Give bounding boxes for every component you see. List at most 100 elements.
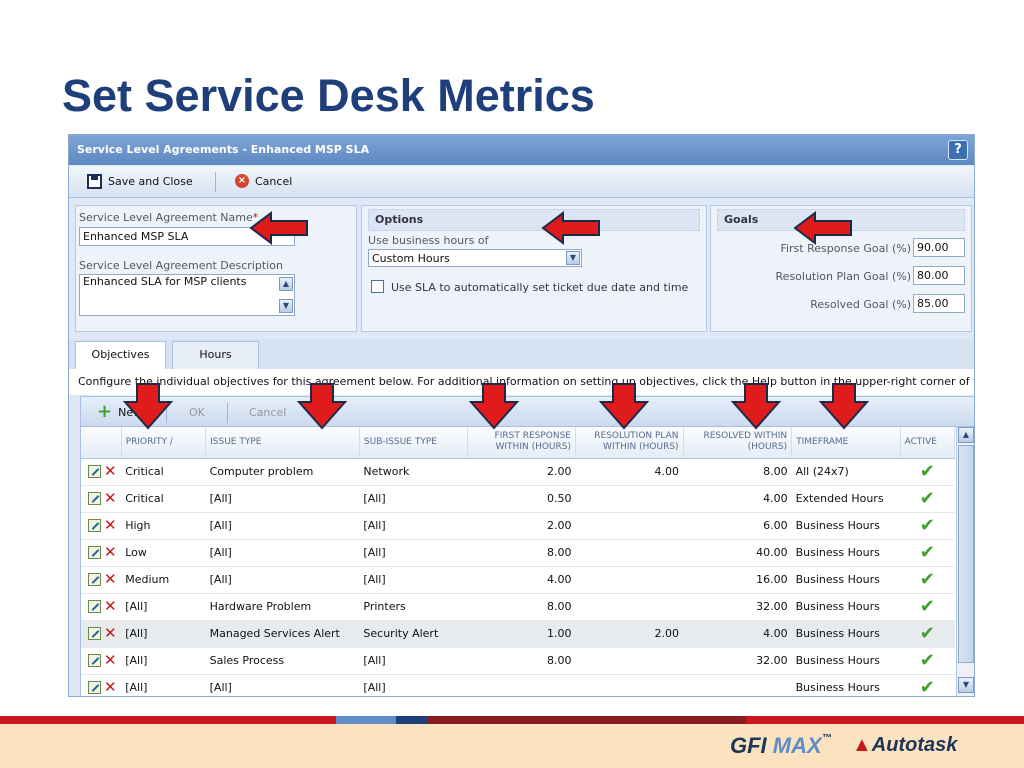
active-cell: ✔ [900,593,955,621]
save-icon [87,174,102,189]
chevron-down-icon[interactable]: ▼ [566,251,580,265]
row-actions: ✕ [81,539,122,567]
cell-resolved: 4.00 [683,620,792,648]
delete-icon[interactable]: ✕ [104,489,117,508]
cell-resolution-plan [575,674,684,696]
auto-set-label: Use SLA to automatically set ticket due … [391,281,689,294]
delete-icon[interactable]: ✕ [104,624,117,643]
cell-priority: [All] [121,674,206,696]
left-arrow-icon [541,211,600,245]
scroll-down-icon[interactable]: ▼ [279,299,293,313]
resolution-plan-goal-label: Resolution Plan Goal (%) [775,270,911,283]
cell-priority: [All] [121,647,206,675]
save-and-close-button[interactable]: Save and Close [87,174,193,189]
table-row[interactable]: ✕ High [All] [All] 2.00 6.00 Business Hours ✔ [81,512,955,540]
cell-priority: Critical [121,458,206,486]
cell-priority: High [121,512,206,540]
business-hours-select[interactable]: Custom Hours ▼ [368,249,582,267]
cell-sub-issue: [All] [359,647,468,675]
column-header-timeframe[interactable]: TIMEFRAME [791,427,901,459]
sla-name-input[interactable]: Enhanced MSP SLA [79,227,295,246]
tab-hours[interactable]: Hours [172,341,259,369]
ok-button[interactable]: OK [189,406,205,419]
edit-icon[interactable] [88,600,101,614]
edit-icon[interactable] [88,573,101,587]
row-actions: ✕ [81,512,122,540]
objectives-table: PRIORITY / ISSUE TYPE SUB-ISSUE TYPE FIR… [81,427,956,697]
edit-icon[interactable] [88,465,101,479]
table-row[interactable]: ✕ [All] [All] [All] Business Hours ✔ [81,674,955,697]
down-arrow-icon [731,383,781,430]
cell-sub-issue: [All] [359,512,468,540]
edit-icon[interactable] [88,519,101,533]
table-row[interactable]: ✕ Low [All] [All] 8.00 40.00 Business Hours ✔ [81,539,955,567]
auto-set-checkbox[interactable] [371,280,384,293]
delete-icon[interactable]: ✕ [104,570,117,589]
column-header-first-response[interactable]: FIRST RESPONSE WITHIN (HOURS) [467,427,576,459]
grid-cancel-button[interactable]: Cancel [249,406,287,419]
scroll-up-icon[interactable]: ▲ [279,277,293,291]
cancel-icon: × [235,174,249,188]
edit-icon[interactable] [88,681,101,695]
grid-toolbar-divider [227,403,228,423]
grid-scrollbar[interactable]: ▲ ▼ [956,427,974,696]
down-arrow-icon [599,383,649,430]
cell-resolution-plan [575,485,684,513]
cell-first-response: 8.00 [467,647,576,675]
checkmark-icon: ✔ [919,677,935,697]
column-header-priority[interactable]: PRIORITY / [121,427,207,459]
cell-priority: Low [121,539,206,567]
resolution-plan-goal-input[interactable]: 80.00 [913,266,965,285]
down-arrow-icon [123,383,173,430]
column-header-resolved-within[interactable]: RESOLVED WITHIN (HOURS) [683,427,793,459]
cell-issue: Sales Process [205,647,360,675]
autotask-logo: ▲Autotask [852,734,958,756]
grid-toolbar-divider [166,403,167,423]
delete-icon[interactable]: ✕ [104,462,117,481]
table-row[interactable]: ✕ [All] Managed Services Alert Security Ale… [81,620,955,648]
first-response-goal-input[interactable]: 90.00 [913,238,965,257]
scrollbar-thumb[interactable] [958,445,974,663]
column-header-sub-issue-type[interactable]: SUB-ISSUE TYPE [359,427,469,459]
table-row[interactable]: ✕ [All] Sales Process [All] 8.00 32.00 Busines… [81,647,955,675]
edit-icon[interactable] [88,492,101,506]
cell-resolved: 32.00 [683,647,792,675]
tab-objectives[interactable]: Objectives [75,341,166,370]
scroll-down-icon[interactable]: ▼ [958,677,974,693]
cell-priority: Critical [121,485,206,513]
delete-icon[interactable]: ✕ [104,516,117,535]
table-row[interactable]: ✕ Critical Computer problem Network 2.00 4.00… [81,458,955,486]
table-row[interactable]: ✕ Medium [All] [All] 4.00 16.00 Business Hours… [81,566,955,594]
checkmark-icon: ✔ [919,461,935,482]
checkmark-icon: ✔ [919,650,935,671]
sla-description-textarea[interactable]: Enhanced SLA for MSP clients ▲ ▼ [79,274,295,316]
delete-icon[interactable]: ✕ [104,543,117,562]
column-header-resolution-plan[interactable]: RESOLUTION PLAN WITHIN (HOURS) [575,427,684,459]
delete-icon[interactable]: ✕ [104,651,117,670]
cell-resolved: 8.00 [683,458,792,486]
edit-icon[interactable] [88,654,101,668]
cell-timeframe: Extended Hours [791,485,901,513]
edit-icon[interactable] [88,627,101,641]
help-icon[interactable]: ? [948,140,968,160]
toolbar-divider [215,172,216,192]
active-cell: ✔ [900,647,955,675]
cancel-button[interactable]: × Cancel [235,174,292,188]
cell-sub-issue: Security Alert [359,620,468,648]
table-row[interactable]: ✕ Critical [All] [All] 0.50 4.00 Extended Hour… [81,485,955,513]
row-actions: ✕ [81,647,122,675]
edit-icon[interactable] [88,546,101,560]
sla-description-label: Service Level Agreement Description [79,259,283,272]
table-row[interactable]: ✕ [All] Hardware Problem Printers 8.00 32.00 B… [81,593,955,621]
active-cell: ✔ [900,620,955,648]
row-actions: ✕ [81,566,122,594]
delete-icon[interactable]: ✕ [104,597,117,616]
scroll-up-icon[interactable]: ▲ [958,427,974,443]
cell-timeframe: Business Hours [791,620,901,648]
column-header-issue-type[interactable]: ISSUE TYPE [205,427,360,459]
column-header-active[interactable]: ACTIVE [900,427,956,459]
delete-icon[interactable]: ✕ [104,678,117,697]
resolved-goal-input[interactable]: 85.00 [913,294,965,313]
cell-resolution-plan [575,593,684,621]
cell-resolved: 4.00 [683,485,792,513]
